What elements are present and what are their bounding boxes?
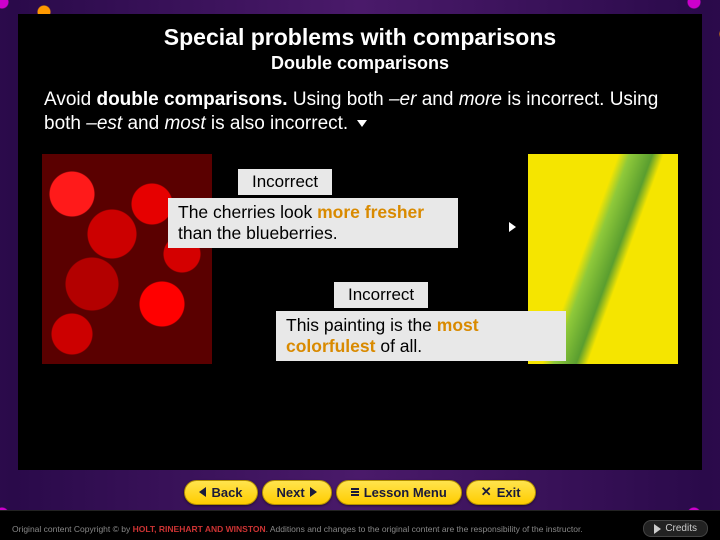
exit-label: Exit [497, 485, 521, 500]
examples-area: Incorrect The cherries look more fresher… [38, 154, 682, 384]
para-italic-more: more [459, 89, 502, 110]
triangle-right-icon [654, 524, 661, 534]
credits-button[interactable]: Credits [643, 520, 708, 537]
arrow-right-icon [509, 222, 516, 232]
copy-post: . Additions and changes to the original … [266, 524, 583, 534]
example-sentence-1: The cherries look more fresher than the … [168, 198, 458, 248]
ex1-highlight: more fresher [317, 202, 424, 222]
menu-label: Lesson Menu [364, 485, 447, 500]
para-italic-er: –er [389, 89, 416, 110]
next-button[interactable]: Next [262, 480, 332, 505]
para-text: Avoid [44, 89, 96, 110]
publisher-name: HOLT, RINEHART AND WINSTON [133, 524, 266, 534]
para-text: is also incorrect. [206, 113, 349, 134]
ex2-post: of all. [375, 336, 422, 356]
ex1-pre: The cherries look [178, 202, 317, 222]
next-label: Next [277, 485, 305, 500]
navigation-bar: Back Next Lesson Menu ✕ Exit [0, 480, 720, 505]
x-icon: ✕ [481, 484, 492, 500]
lesson-menu-button[interactable]: Lesson Menu [336, 480, 462, 505]
slide-subtitle: Double comparisons [38, 53, 682, 74]
incorrect-label-2: Incorrect [334, 282, 428, 308]
body-paragraph: Avoid double comparisons. Using both –er… [38, 88, 682, 136]
menu-icon [351, 488, 359, 496]
para-text: and [122, 113, 164, 134]
para-bold: double comparisons. [96, 89, 287, 110]
triangle-right-icon [310, 487, 317, 497]
footer-bar: Original content Copyright © by HOLT, RI… [0, 510, 720, 540]
copyright-text: Original content Copyright © by HOLT, RI… [12, 524, 583, 534]
para-text: Using both [288, 89, 389, 110]
para-italic-most: most [164, 113, 205, 134]
cherries-image [42, 154, 212, 364]
ex1-post: than the blueberries. [178, 223, 338, 243]
example-sentence-2: This painting is the most colorfulest of… [276, 311, 566, 361]
exit-button[interactable]: ✕ Exit [466, 480, 536, 505]
credits-label: Credits [665, 523, 697, 534]
back-label: Back [211, 485, 242, 500]
expand-down-icon [357, 120, 367, 127]
para-italic-est: –est [86, 113, 122, 134]
triangle-left-icon [199, 487, 206, 497]
slide-title: Special problems with comparisons [38, 24, 682, 51]
para-text: and [416, 89, 458, 110]
back-button[interactable]: Back [184, 480, 257, 505]
slide-content: Special problems with comparisons Double… [18, 14, 702, 470]
incorrect-label-1: Incorrect [238, 169, 332, 195]
copy-pre: Original content Copyright © by [12, 524, 133, 534]
ex2-pre: This painting is the [286, 315, 437, 335]
